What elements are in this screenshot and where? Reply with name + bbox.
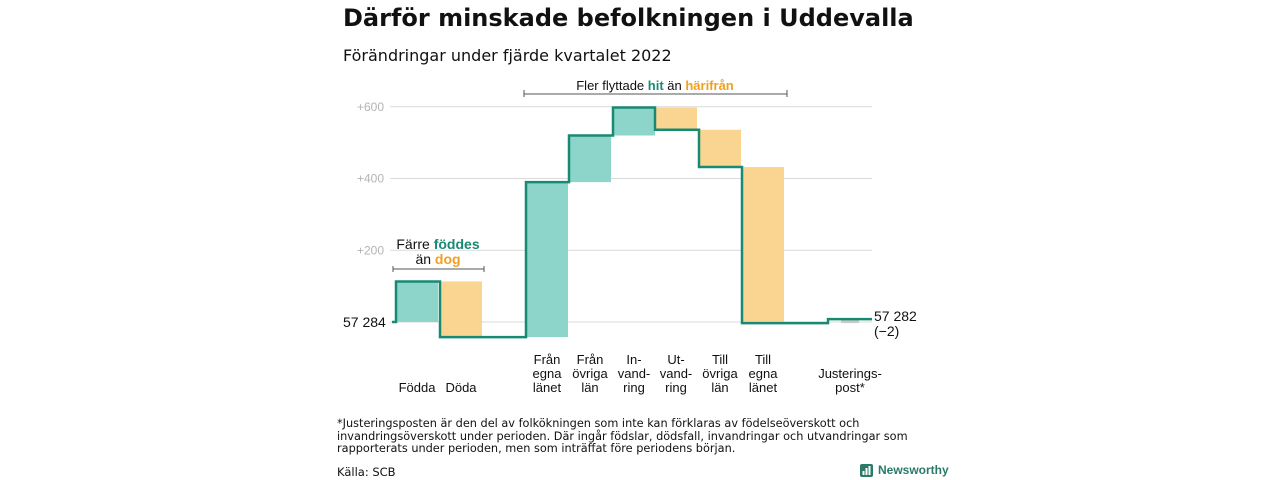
category-label: vand- — [618, 366, 651, 381]
waterfall-bar — [742, 167, 784, 324]
category-label: In- — [626, 352, 641, 367]
waterfall-bar — [440, 281, 482, 338]
end-value-label: (−2) — [874, 323, 899, 339]
waterfall-bar — [396, 281, 438, 322]
category-label: Till — [755, 352, 771, 367]
waterfall-bar — [526, 182, 568, 338]
annotation-migration-bracket — [523, 90, 788, 97]
y-tick-label: +600 — [357, 100, 384, 114]
category-label: Från — [534, 352, 561, 367]
annotation-births-bracket — [392, 266, 485, 272]
start-value-label: 57 284 — [343, 314, 386, 330]
category-label: Från — [577, 352, 604, 367]
category-label: län — [581, 380, 598, 395]
category-label: post* — [835, 380, 865, 395]
end-value-label: 57 282 — [874, 308, 917, 324]
waterfall-bar — [841, 319, 859, 324]
category-label: länet — [533, 380, 562, 395]
footnote: *Justeringsposten är den del av folkökni… — [337, 417, 908, 455]
category-label: Döda — [445, 380, 477, 395]
category-label: Justerings- — [818, 366, 882, 381]
y-tick-label: +200 — [357, 243, 384, 257]
waterfall-bar — [613, 107, 655, 136]
annotation-births-line1: Färre föddes — [396, 236, 479, 252]
category-label: vand- — [660, 366, 693, 381]
category-label: länet — [749, 380, 778, 395]
cumulative-step-line — [392, 106, 872, 339]
category-label: län — [711, 380, 728, 395]
y-tick-label: +400 — [357, 172, 384, 186]
waterfall-chart: +200 +400 +600 57 284 57 282(−2) Födda Döda Frå… — [343, 78, 917, 395]
category-label: övriga — [572, 366, 608, 381]
chart-title: Därför minskade befolkningen i Uddevalla — [343, 4, 914, 32]
category-label: egna — [533, 366, 563, 381]
source-label: Källa: SCB — [337, 465, 396, 479]
category-label: ring — [623, 380, 645, 395]
brand-name: Newsworthy — [878, 463, 949, 477]
waterfall-bar — [569, 135, 611, 183]
category-label: Ut- — [667, 352, 684, 367]
category-label: övriga — [702, 366, 738, 381]
waterfall-bar — [699, 129, 741, 168]
chart-subtitle: Förändringar under fjärde kvartalet 2022 — [343, 46, 672, 65]
bar-chart-icon — [860, 463, 873, 477]
category-label: ring — [665, 380, 687, 395]
brand-logo[interactable]: Newsworthy — [860, 463, 949, 477]
category-label: Födda — [399, 380, 437, 395]
category-label: Till — [712, 352, 728, 367]
waterfall-bar — [655, 107, 697, 130]
category-label: egna — [749, 366, 779, 381]
annotation-migration: Fler flyttade hit än härifrån — [576, 78, 734, 93]
annotation-births-line2: än dog — [415, 251, 460, 267]
